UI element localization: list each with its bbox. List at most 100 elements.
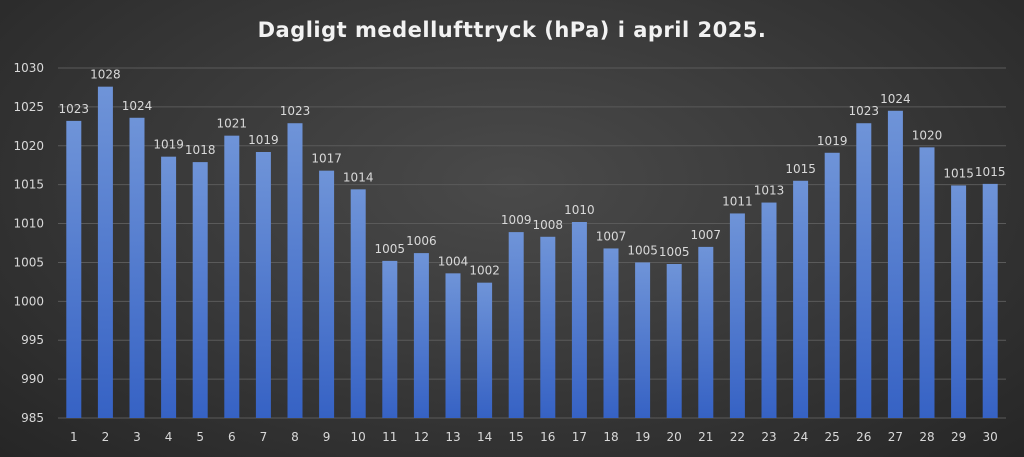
x-tick-label: 21 (698, 430, 713, 444)
y-tick-label: 995 (21, 333, 44, 347)
x-tick-label: 14 (477, 430, 492, 444)
data-label: 1020 (912, 128, 943, 142)
data-label: 1013 (754, 184, 785, 198)
x-tick-label: 5 (196, 430, 204, 444)
y-tick-label: 985 (21, 411, 44, 425)
data-label: 1021 (217, 117, 248, 131)
grid-lines (58, 67, 1006, 419)
x-tick-label: 15 (509, 430, 524, 444)
data-label: 1005 (375, 242, 406, 256)
bar-day-13 (445, 273, 461, 418)
x-axis-ticks: 1 2 3 4 5 6 7 8 9 10 11 12 13 14 15 16 17 18 19 20 21 22 23 24 2… (70, 430, 998, 444)
x-tick-label: 10 (351, 430, 366, 444)
x-tick-label: 6 (228, 430, 236, 444)
data-label: 1017 (311, 152, 342, 166)
bar-day-19 (635, 262, 651, 418)
data-label: 1023 (280, 104, 311, 118)
data-label: 1019 (248, 133, 279, 147)
data-label: 1028 (90, 68, 121, 82)
bar-day-2 (97, 86, 113, 419)
x-tick-label: 16 (540, 430, 555, 444)
x-tick-label: 18 (603, 430, 618, 444)
x-tick-label: 28 (919, 430, 934, 444)
x-tick-label: 2 (102, 430, 110, 444)
x-tick-label: 4 (165, 430, 173, 444)
data-label: 1011 (722, 194, 753, 208)
x-tick-label: 24 (793, 430, 808, 444)
data-label: 1007 (596, 229, 627, 243)
x-tick-label: 29 (951, 430, 966, 444)
data-label: 1014 (343, 170, 374, 184)
data-label: 1023 (59, 102, 90, 116)
chart-title: Dagligt medellufttryck (hPa) i april 202… (257, 18, 767, 42)
data-label: 1008 (533, 218, 564, 232)
x-tick-label: 19 (635, 430, 650, 444)
x-tick-label: 8 (291, 430, 299, 444)
data-label: 1010 (564, 203, 595, 217)
x-tick-label: 12 (414, 430, 429, 444)
data-label: 1002 (469, 264, 500, 278)
y-tick-label: 990 (21, 372, 44, 386)
data-label: 1015 (785, 162, 816, 176)
data-label: 1024 (880, 92, 911, 106)
y-tick-label: 1015 (13, 178, 44, 192)
data-label: 1009 (501, 213, 532, 227)
bar-day-26 (856, 123, 872, 418)
x-tick-label: 7 (260, 430, 268, 444)
x-tick-label: 17 (572, 430, 587, 444)
y-tick-label: 1020 (13, 139, 44, 153)
data-label: 1007 (691, 228, 722, 242)
bar-day-9 (319, 170, 335, 418)
data-label: 1015 (975, 165, 1006, 179)
bar-day-15 (508, 232, 524, 418)
bar-day-7 (255, 152, 271, 418)
x-tick-label: 27 (888, 430, 903, 444)
x-tick-label: 23 (761, 430, 776, 444)
y-tick-label: 1010 (13, 217, 44, 231)
bar-day-27 (887, 110, 903, 419)
data-label: 1023 (849, 104, 880, 118)
data-label: 1024 (122, 99, 153, 113)
bar-day-30 (982, 183, 998, 418)
y-tick-label: 1030 (13, 61, 44, 75)
data-label: 1015 (943, 166, 974, 180)
y-tick-label: 1005 (13, 255, 44, 269)
x-tick-label: 22 (730, 430, 745, 444)
bar-day-25 (824, 152, 840, 418)
y-tick-label: 1025 (13, 100, 44, 114)
data-label: 1005 (659, 245, 690, 259)
bar-day-5 (192, 162, 208, 418)
bar-day-4 (161, 156, 177, 418)
bar-day-21 (698, 246, 714, 418)
bar-day-11 (382, 260, 398, 418)
x-tick-label: 13 (445, 430, 460, 444)
bar-day-14 (477, 282, 493, 418)
data-label: 1019 (153, 138, 184, 152)
bar-day-24 (793, 180, 809, 418)
data-label: 1018 (185, 143, 216, 157)
bar-day-3 (129, 117, 145, 419)
bar-day-10 (350, 189, 366, 418)
bar-day-29 (951, 185, 967, 418)
x-tick-label: 20 (667, 430, 682, 444)
data-label: 1004 (438, 254, 469, 268)
bar-day-23 (761, 202, 777, 418)
x-tick-label: 26 (856, 430, 871, 444)
bar-day-16 (540, 236, 556, 418)
y-tick-label: 1000 (13, 294, 44, 308)
bar-day-22 (729, 213, 745, 418)
x-tick-label: 3 (133, 430, 141, 444)
data-label: 1006 (406, 234, 437, 248)
data-label: 1005 (627, 243, 658, 257)
bar-day-28 (919, 147, 935, 419)
bar-day-12 (413, 253, 429, 418)
x-tick-label: 11 (382, 430, 397, 444)
bar-day-1 (66, 120, 82, 418)
x-tick-label: 25 (825, 430, 840, 444)
bar-day-6 (224, 135, 240, 418)
x-tick-label: 30 (983, 430, 998, 444)
x-tick-label: 9 (323, 430, 331, 444)
bars (66, 86, 998, 419)
bar-day-17 (571, 222, 587, 418)
